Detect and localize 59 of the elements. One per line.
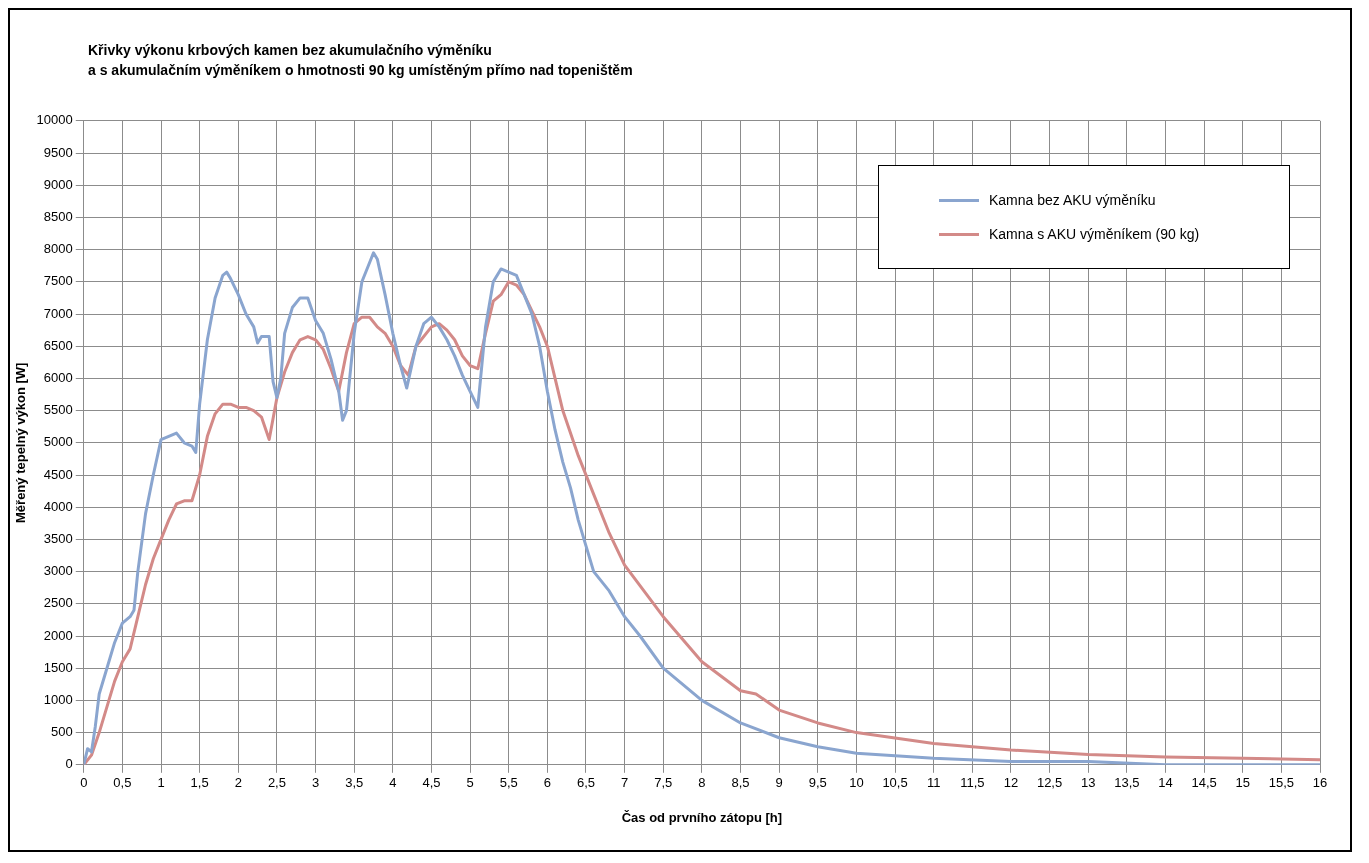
y-tick-label: 4500 xyxy=(43,466,73,482)
x-tick-label: 12,5 xyxy=(1036,775,1063,791)
legend-label: Kamna s AKU výměníkem (90 kg) xyxy=(989,226,1200,242)
y-tick-label: 0 xyxy=(65,756,73,772)
x-tick-label: 11,5 xyxy=(960,775,985,791)
x-tick-label: 0,5 xyxy=(113,775,132,791)
x-tick-label: 14 xyxy=(1158,775,1173,791)
legend-label: Kamna bez AKU výměníku xyxy=(989,192,1156,208)
x-tick-label: 13 xyxy=(1080,775,1096,791)
y-tick-label: 2000 xyxy=(43,627,73,643)
y-tick-label: 4000 xyxy=(43,498,73,514)
x-tick-label: 3 xyxy=(311,775,320,791)
y-tick-label: 500 xyxy=(51,724,73,740)
x-tick-label: 13,5 xyxy=(1114,775,1140,791)
y-tick-label: 5000 xyxy=(43,434,73,450)
y-tick-label: 6000 xyxy=(43,369,73,385)
y-tick-label: 2500 xyxy=(43,595,73,611)
x-tick-label: 12 xyxy=(1003,775,1019,791)
y-axis-title: Měřený tepelný výkon [W] xyxy=(13,362,29,523)
x-tick-label: 14,5 xyxy=(1191,775,1217,791)
x-tick-label: 7 xyxy=(620,775,629,791)
y-tick-label: 5500 xyxy=(43,402,73,418)
x-tick-label: 9,5 xyxy=(808,775,827,791)
y-tick-label: 10000 xyxy=(36,112,73,128)
x-tick-label: 2 xyxy=(234,775,242,791)
y-tick-label: 9500 xyxy=(43,144,73,160)
x-tick-label: 2,5 xyxy=(267,775,286,791)
x-tick-label: 6 xyxy=(543,775,551,791)
y-tick-label: 3000 xyxy=(43,563,73,579)
x-tick-label: 15 xyxy=(1235,775,1250,791)
x-tick-label: 1,5 xyxy=(190,775,209,791)
x-tick-label: 3,5 xyxy=(345,775,364,791)
y-tick-label: 7500 xyxy=(43,273,73,289)
x-tick-label: 8 xyxy=(698,775,706,791)
x-tick-label: 4,5 xyxy=(422,775,441,791)
x-tick-label: 8,5 xyxy=(731,775,750,791)
y-tick-label: 8000 xyxy=(43,241,73,257)
x-tick-label: 0 xyxy=(80,775,88,791)
x-tick-label: 1 xyxy=(157,775,165,791)
x-tick-label: 15,5 xyxy=(1268,775,1295,791)
x-tick-label: 5 xyxy=(466,775,474,791)
x-tick-label: 16 xyxy=(1312,775,1328,791)
x-tick-label: 11 xyxy=(926,775,941,791)
x-axis-title: Čas od prvního zátopu [h] xyxy=(621,809,783,825)
y-tick-label: 6500 xyxy=(43,337,73,353)
x-tick-label: 10 xyxy=(849,775,864,791)
y-tick-label: 1500 xyxy=(43,659,73,675)
x-tick-label: 4 xyxy=(389,775,397,791)
y-tick-label: 9000 xyxy=(43,176,73,192)
chart-title: Křivky výkonu krbových kamen bez akumulačního výměníku a s akumulačním výměníkem o hmotnosti 90 kg umístěným přímo nad topeništěm xyxy=(88,41,634,80)
y-tick-label: 8500 xyxy=(43,208,73,224)
y-tick-label: 7000 xyxy=(43,305,73,321)
x-tick-label: 5,5 xyxy=(499,775,518,791)
x-tick-label: 7,5 xyxy=(654,775,673,791)
y-tick-label: 1000 xyxy=(43,691,73,707)
x-tick-label: 6,5 xyxy=(576,775,596,791)
x-tick-label: 9 xyxy=(775,775,783,791)
y-tick-label: 3500 xyxy=(43,530,73,546)
x-tick-label: 10,5 xyxy=(882,775,908,791)
